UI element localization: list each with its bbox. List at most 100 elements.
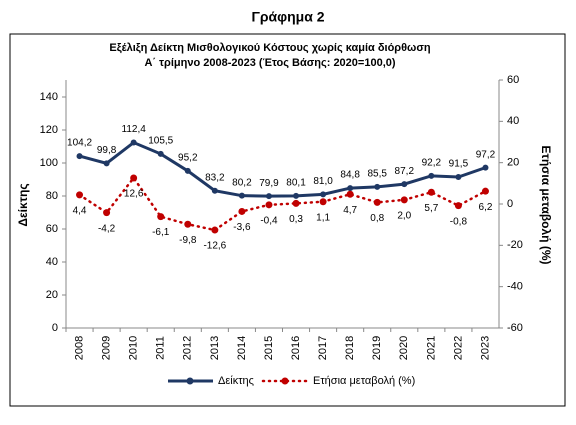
y2-tick-label: -40 bbox=[507, 281, 523, 293]
data-label: 84,8 bbox=[340, 170, 360, 181]
y2-tick-label: -60 bbox=[507, 322, 523, 334]
data-label: -4,2 bbox=[98, 223, 116, 234]
point bbox=[482, 164, 489, 171]
point bbox=[401, 181, 408, 188]
point bbox=[211, 187, 218, 194]
legend-label: Δείκτης bbox=[218, 375, 254, 387]
x-tick-label: 2008 bbox=[73, 336, 85, 360]
y2-tick-label: 20 bbox=[507, 157, 519, 169]
legend-marker bbox=[186, 377, 194, 385]
point bbox=[292, 199, 300, 207]
point bbox=[184, 220, 192, 228]
x-tick-label: 2017 bbox=[317, 336, 329, 360]
x-tick-label: 2016 bbox=[290, 336, 302, 360]
point bbox=[320, 191, 327, 198]
series-line bbox=[78, 175, 487, 232]
data-label: -9,8 bbox=[179, 235, 197, 246]
point bbox=[373, 198, 381, 206]
point bbox=[347, 185, 354, 192]
x-tick-label: 2011 bbox=[155, 336, 167, 360]
point bbox=[157, 150, 164, 157]
y2-axis-label: Ετήσια μεταβολή (%) bbox=[539, 145, 553, 264]
data-label: 95,2 bbox=[178, 153, 198, 164]
point bbox=[481, 187, 489, 195]
point bbox=[265, 193, 272, 200]
y-tick-label: 120 bbox=[40, 124, 58, 136]
data-label: 0,3 bbox=[289, 214, 303, 225]
y-tick-label: 100 bbox=[40, 157, 58, 169]
data-label: 104,2 bbox=[67, 138, 92, 149]
data-label: 1,1 bbox=[316, 212, 330, 223]
point bbox=[454, 202, 462, 210]
data-label: 85,5 bbox=[367, 169, 387, 180]
data-label: 105,5 bbox=[148, 136, 173, 147]
point bbox=[238, 192, 245, 199]
x-tick-label: 2014 bbox=[236, 336, 248, 360]
data-label: 5,7 bbox=[424, 203, 438, 214]
legend-marker bbox=[281, 377, 289, 385]
x-tick-label: 2018 bbox=[344, 336, 356, 360]
y2-tick-label: 60 bbox=[507, 74, 519, 86]
y2-tick-label: 40 bbox=[507, 115, 519, 127]
data-label: -12,6 bbox=[203, 241, 226, 252]
data-label: 6,2 bbox=[479, 202, 493, 213]
data-label: 80,1 bbox=[286, 177, 306, 188]
y2-tick-label: 0 bbox=[507, 198, 513, 210]
x-tick-label: 2015 bbox=[263, 336, 275, 360]
data-label: 0,8 bbox=[370, 213, 384, 224]
data-label: 2,0 bbox=[397, 211, 411, 222]
series-line bbox=[79, 140, 486, 198]
data-label: -0,4 bbox=[260, 215, 278, 226]
y-tick-label: 140 bbox=[40, 91, 58, 103]
point bbox=[130, 139, 137, 146]
data-label: 12,6 bbox=[124, 189, 144, 200]
point bbox=[293, 192, 300, 199]
x-tick-label: 2010 bbox=[128, 336, 140, 360]
x-tick-label: 2022 bbox=[452, 336, 464, 360]
x-tick-label: 2012 bbox=[182, 336, 194, 360]
chart-subtitle: Α΄ τρίμηνο 2008-2023 (Έτος Βάσης: 2020=1… bbox=[144, 57, 395, 69]
point bbox=[428, 172, 435, 179]
data-label: 83,2 bbox=[205, 172, 225, 183]
point bbox=[103, 160, 110, 167]
point bbox=[238, 207, 246, 215]
point bbox=[374, 183, 381, 190]
frame bbox=[9, 33, 566, 407]
y2-tick-label: -20 bbox=[507, 239, 523, 251]
point bbox=[103, 209, 111, 217]
data-label: 79,9 bbox=[259, 178, 279, 189]
data-label: -6,1 bbox=[152, 227, 170, 238]
x-tick-label: 2009 bbox=[101, 336, 113, 360]
point bbox=[346, 190, 354, 198]
point bbox=[157, 213, 165, 221]
y-tick-label: 20 bbox=[46, 289, 58, 301]
data-label: 4,7 bbox=[343, 205, 357, 216]
data-label: 81,0 bbox=[313, 176, 333, 187]
point bbox=[76, 191, 84, 199]
point bbox=[130, 174, 138, 182]
x-tick-label: 2019 bbox=[371, 336, 383, 360]
point bbox=[265, 201, 273, 209]
point bbox=[76, 153, 83, 160]
x-tick-label: 2023 bbox=[479, 336, 491, 360]
chart-title: Εξέλιξη Δείκτη Μισθολογικού Κόστους χωρί… bbox=[109, 42, 430, 54]
point bbox=[427, 188, 435, 196]
data-label: 87,2 bbox=[395, 166, 415, 177]
data-label: -3,6 bbox=[233, 222, 251, 233]
data-label: 80,2 bbox=[232, 177, 252, 188]
data-label: 97,2 bbox=[476, 149, 496, 160]
x-tick-label: 2020 bbox=[398, 336, 410, 360]
point bbox=[455, 174, 462, 181]
data-label: 99,8 bbox=[97, 145, 117, 156]
data-label: 92,2 bbox=[422, 158, 442, 169]
y-axis-label: Δείκτης bbox=[16, 183, 30, 226]
x-tick-label: 2021 bbox=[425, 336, 437, 360]
data-label: 4,4 bbox=[73, 206, 87, 217]
point bbox=[319, 198, 327, 206]
data-label: 91,5 bbox=[449, 159, 469, 170]
legend-label: Ετήσια μεταβολή (%) bbox=[313, 375, 415, 387]
data-label: 112,4 bbox=[122, 124, 147, 135]
y-tick-label: 0 bbox=[52, 322, 58, 334]
y-tick-label: 40 bbox=[46, 256, 58, 268]
